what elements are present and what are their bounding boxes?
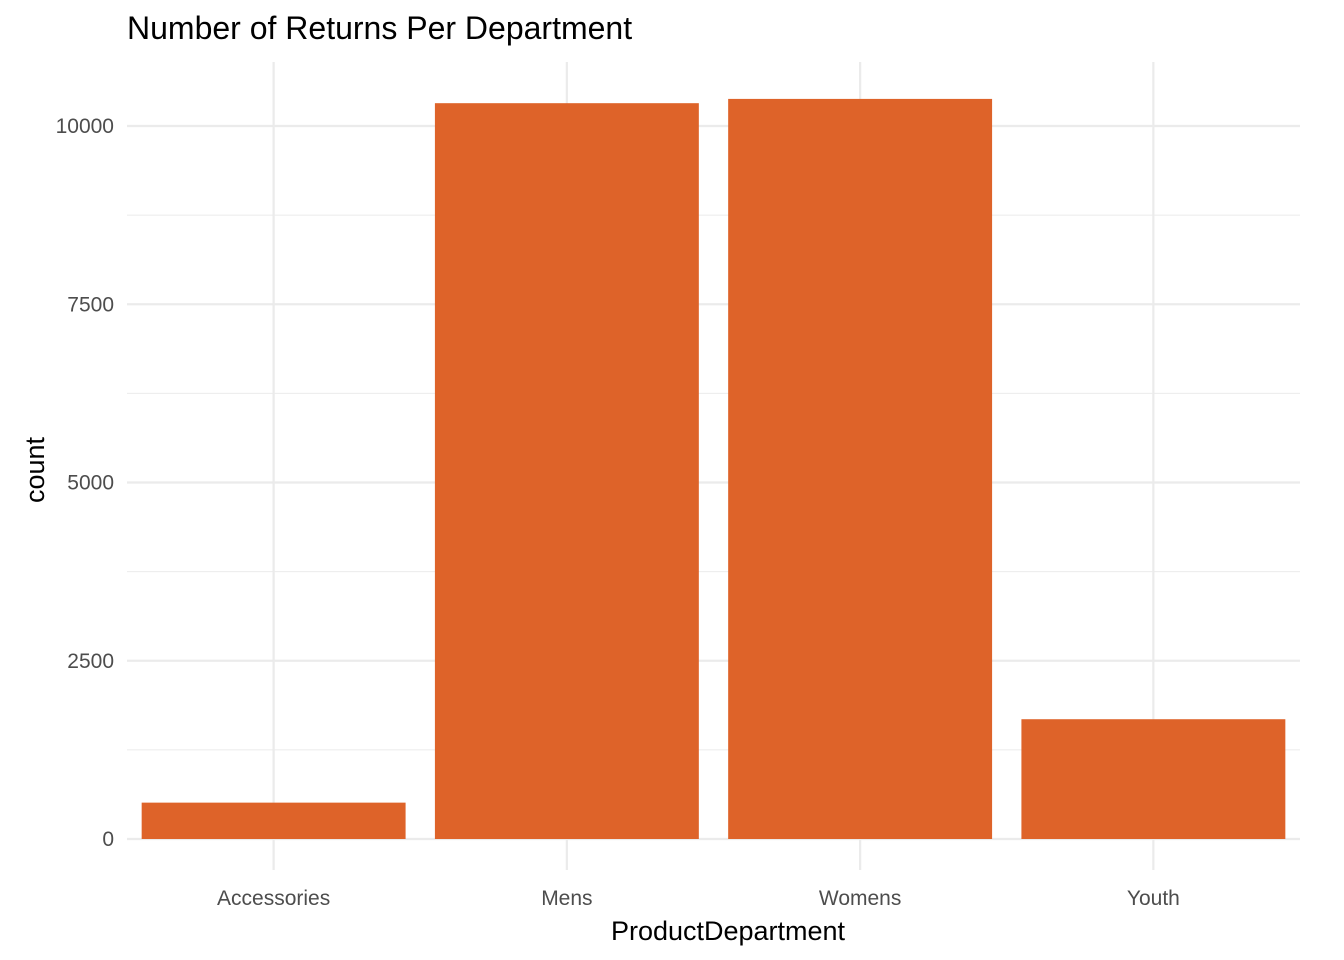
x-tick-label: Mens [541, 887, 592, 910]
y-tick-label: 10000 [56, 115, 114, 138]
bars [141, 98, 1286, 839]
y-tick-label: 2500 [67, 650, 114, 673]
x-axis-title: ProductDepartment [611, 916, 846, 946]
y-axis-ticks: 0 2500 5000 7500 10000 [56, 115, 114, 851]
bar-accessories [141, 802, 406, 839]
bar-mens [434, 103, 699, 839]
y-tick-label: 5000 [67, 472, 114, 495]
x-tick-label: Womens [819, 887, 901, 910]
chart-title: Number of Returns Per Department [127, 10, 632, 46]
bar-youth [1021, 719, 1286, 839]
y-axis-title: count [20, 436, 50, 503]
y-tick-label: 7500 [67, 293, 114, 316]
bar-womens [728, 98, 993, 839]
y-tick-label: 0 [102, 828, 114, 851]
x-tick-label: Accessories [217, 887, 330, 910]
x-tick-label: Youth [1127, 887, 1180, 910]
x-axis-ticks: Accessories Mens Womens Youth [217, 887, 1180, 910]
